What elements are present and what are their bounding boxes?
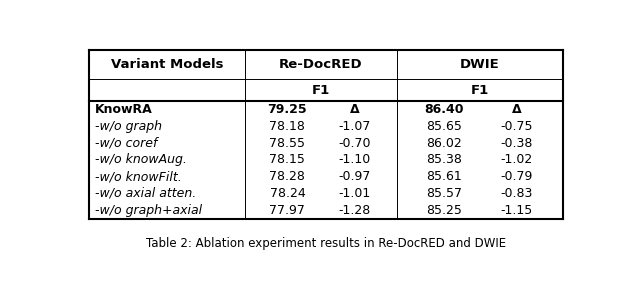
Text: -w/o knowAug.: -w/o knowAug.: [95, 153, 187, 166]
Text: F1: F1: [312, 84, 330, 96]
Text: -0.83: -0.83: [500, 187, 532, 200]
Text: 85.65: 85.65: [425, 120, 462, 133]
Text: F1: F1: [471, 84, 489, 96]
Text: Table 2: Ablation experiment results in Re-DocRED and DWIE: Table 2: Ablation experiment results in …: [146, 236, 506, 249]
Text: -1.15: -1.15: [500, 204, 532, 217]
Text: -1.02: -1.02: [500, 153, 532, 166]
Text: 77.97: 77.97: [270, 204, 305, 217]
Text: -w/o axial atten.: -w/o axial atten.: [95, 187, 197, 200]
Text: 85.61: 85.61: [425, 170, 462, 183]
Text: 86.40: 86.40: [424, 103, 464, 116]
Text: -0.79: -0.79: [500, 170, 532, 183]
Text: 78.24: 78.24: [270, 187, 305, 200]
Text: -0.75: -0.75: [500, 120, 532, 133]
Text: Variant Models: Variant Models: [111, 58, 223, 71]
Text: -0.38: -0.38: [500, 137, 532, 149]
Text: -1.10: -1.10: [338, 153, 371, 166]
Text: -1.28: -1.28: [338, 204, 371, 217]
Text: 78.18: 78.18: [270, 120, 305, 133]
Text: 85.25: 85.25: [425, 204, 462, 217]
Text: -1.01: -1.01: [338, 187, 371, 200]
Text: 85.38: 85.38: [425, 153, 462, 166]
Text: 78.15: 78.15: [270, 153, 305, 166]
Text: -0.97: -0.97: [338, 170, 371, 183]
Text: 86.02: 86.02: [425, 137, 462, 149]
Text: -w/o graph+axial: -w/o graph+axial: [95, 204, 202, 217]
Text: 79.25: 79.25: [268, 103, 307, 116]
Text: DWIE: DWIE: [460, 58, 500, 71]
Text: 78.28: 78.28: [270, 170, 305, 183]
Text: Δ: Δ: [350, 103, 359, 116]
Text: Δ: Δ: [511, 103, 521, 116]
Text: -0.70: -0.70: [338, 137, 371, 149]
Text: -w/o coref: -w/o coref: [95, 137, 158, 149]
Text: 78.55: 78.55: [270, 137, 305, 149]
Text: Re-DocRED: Re-DocRED: [279, 58, 363, 71]
Text: KnowRA: KnowRA: [95, 103, 153, 116]
Text: -w/o knowFilt.: -w/o knowFilt.: [95, 170, 182, 183]
Text: -1.07: -1.07: [338, 120, 371, 133]
Text: 85.57: 85.57: [425, 187, 462, 200]
Text: -w/o graph: -w/o graph: [95, 120, 162, 133]
